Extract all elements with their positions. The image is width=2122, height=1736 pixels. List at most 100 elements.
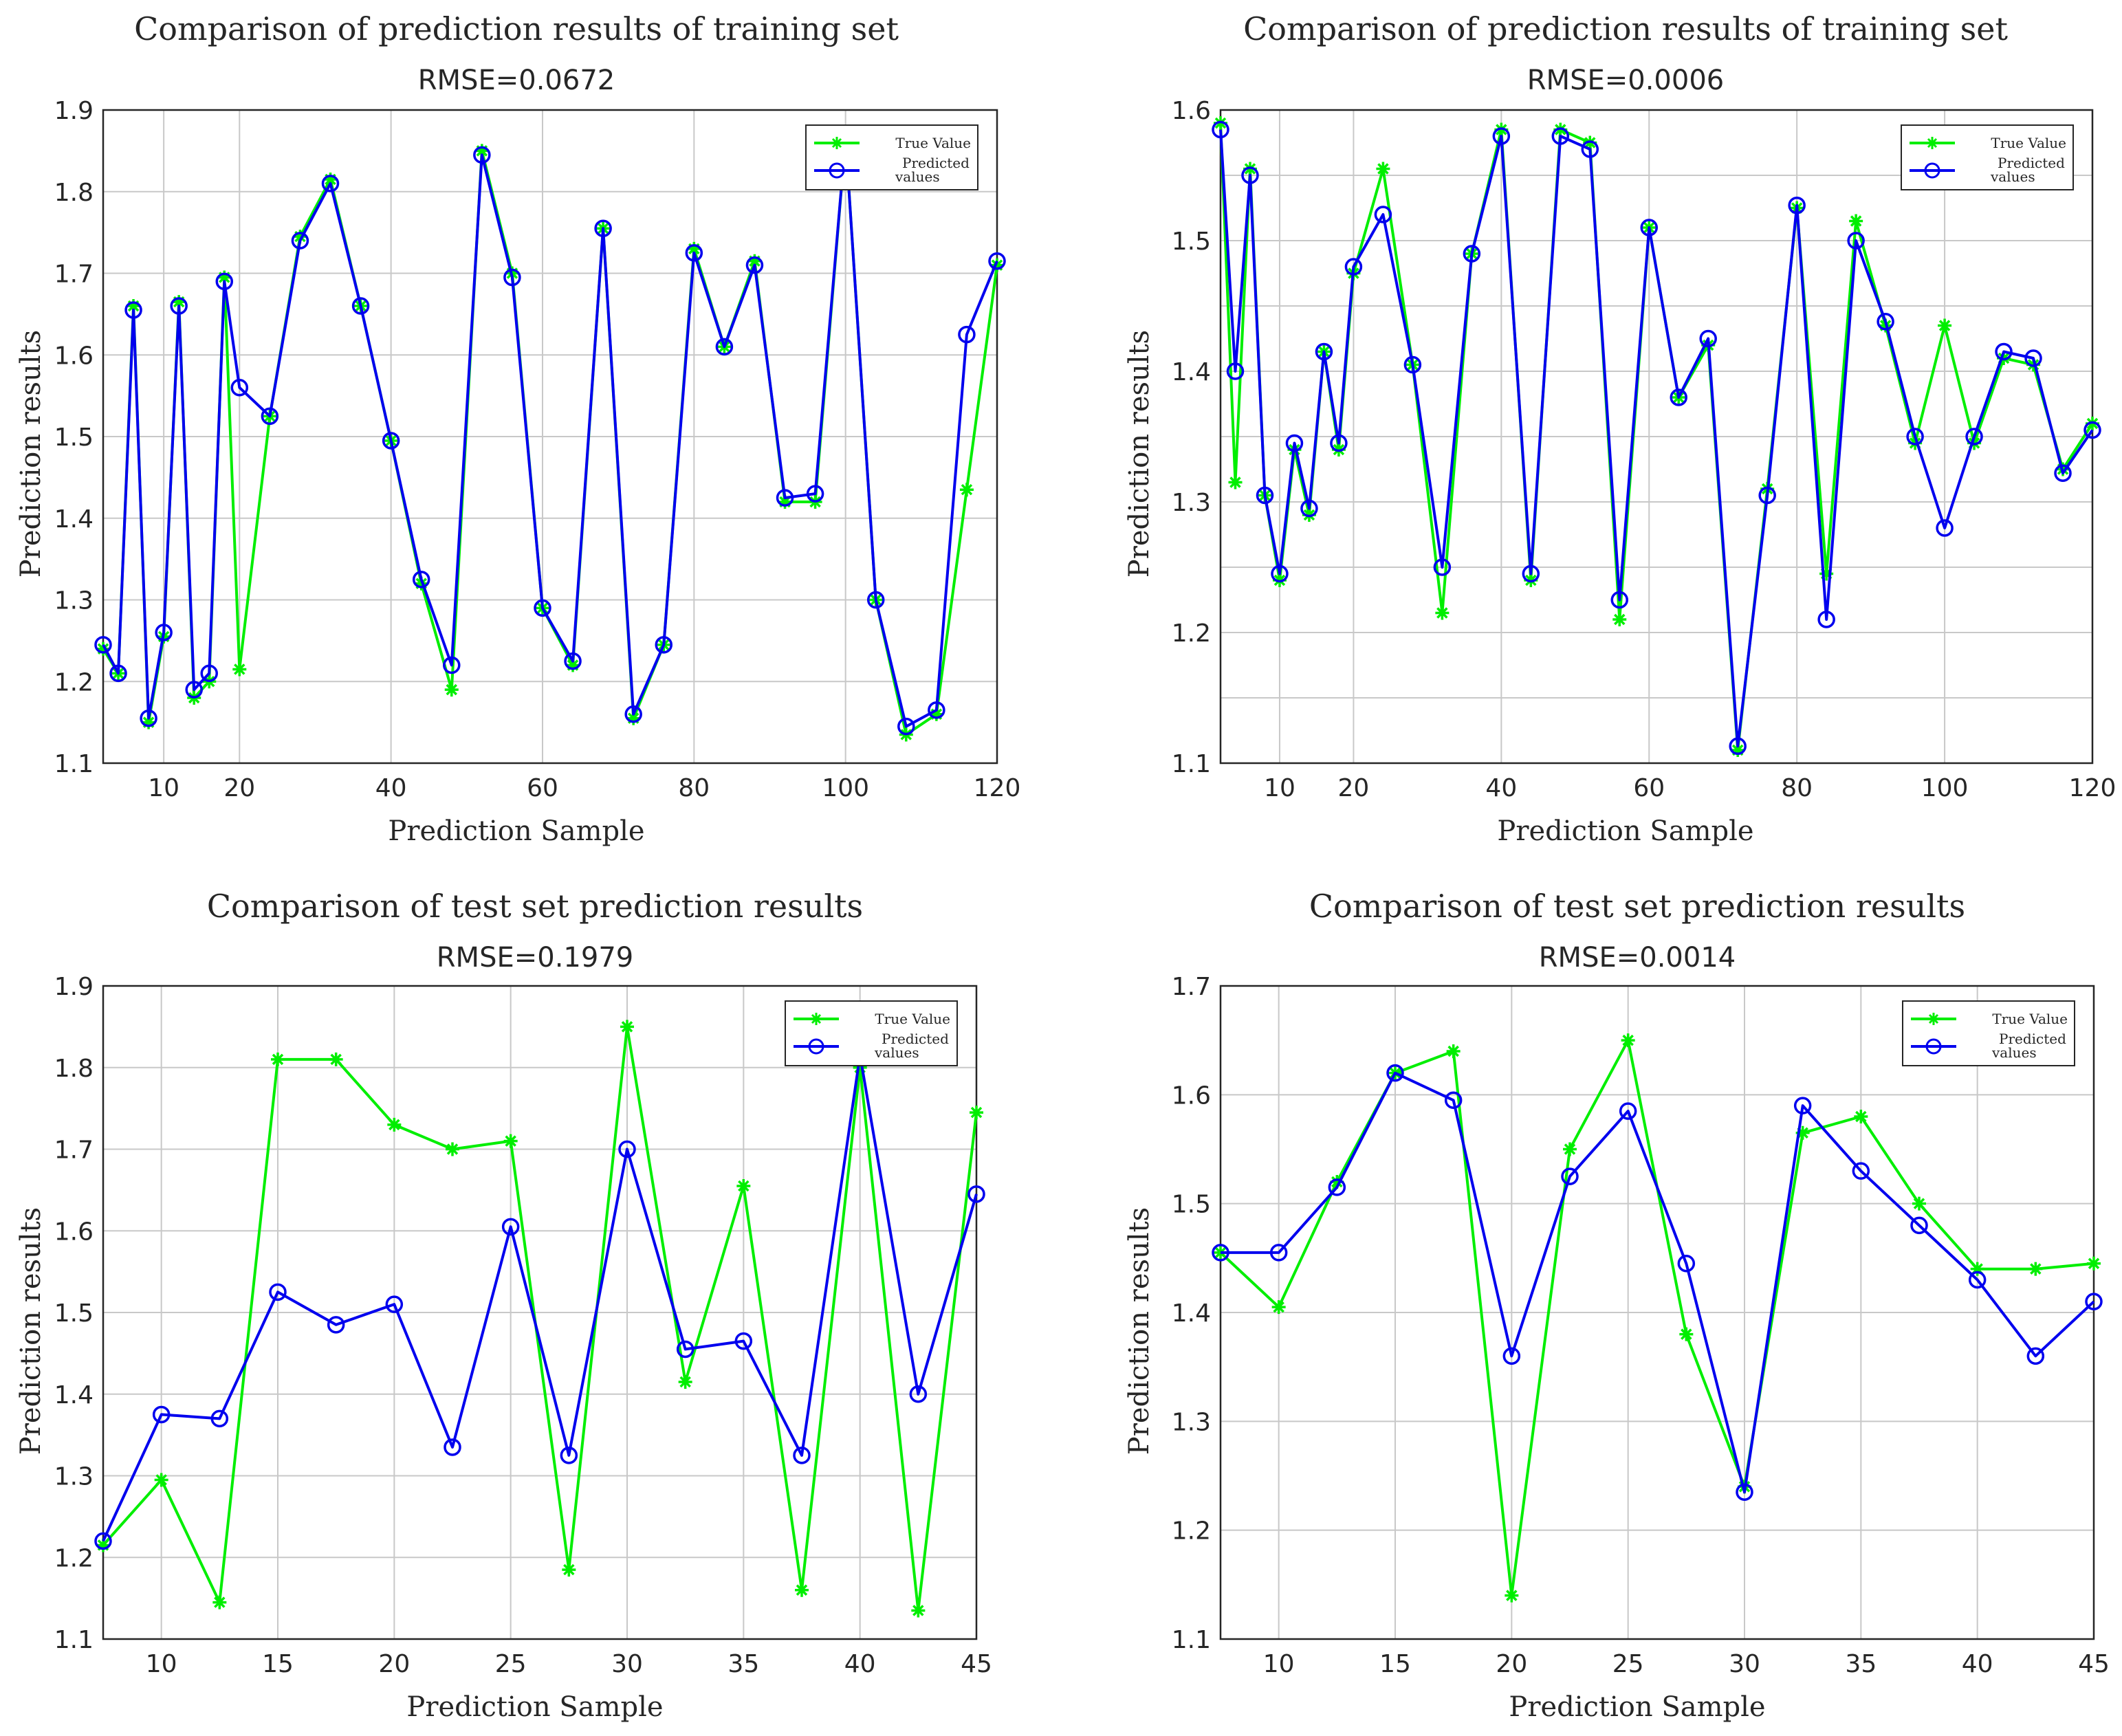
x-tick-label: 60 <box>527 774 558 802</box>
x-tick-label: 60 <box>1633 774 1665 802</box>
predicted-values-point <box>793 1447 811 1464</box>
y-tick-label: 1.5 <box>1172 228 1211 256</box>
true-value-point <box>1621 1033 1635 1048</box>
true-value-point <box>1435 606 1450 620</box>
predicted-values-point <box>94 636 112 654</box>
predicted-values-point <box>321 175 340 193</box>
y-tick-label: 1.1 <box>1172 750 1211 778</box>
legend-true-label: True Value <box>895 135 971 151</box>
predicted-values-point <box>351 297 370 315</box>
true-value-point <box>1446 1044 1461 1058</box>
true-value-point <box>1228 475 1243 490</box>
predicted-values-point <box>1212 120 1229 139</box>
true-value-point <box>2028 1262 2043 1276</box>
chart-panel-test-a: Comparison of test set prediction result… <box>15 888 992 1723</box>
true-value-line <box>102 1025 978 1612</box>
x-tick-label: 15 <box>1379 1650 1411 1678</box>
predicted-values-point <box>1328 1178 1346 1196</box>
legend: True Value Predicted values <box>805 124 978 190</box>
chart-rmse: RMSE=0.0014 <box>1539 942 1736 974</box>
x-tick-label: 30 <box>1729 1650 1760 1678</box>
true-value-point <box>1854 1110 1868 1123</box>
predicted-values-point <box>1256 486 1274 505</box>
plot-area: 10 20 40 60 80 100 120 1.1 1.2 1.3 1.4 1.5 1.6 True V… <box>1172 97 2116 802</box>
x-tick-label: 80 <box>678 774 710 802</box>
legend: True Value Predicted values <box>1902 1000 2075 1066</box>
predicted-values-point <box>564 652 582 670</box>
true-value-point <box>323 172 338 186</box>
true-value-point <box>232 662 247 677</box>
true-value-point <box>687 241 701 256</box>
y-tick-label: 1.2 <box>54 668 94 696</box>
predicted-values-point <box>958 325 976 344</box>
true-value-point <box>1819 567 1834 581</box>
predicted-values-point <box>1677 1255 1696 1273</box>
true-value-point <box>1679 1327 1694 1341</box>
true-value-point <box>1271 1300 1286 1315</box>
predicted-values-point <box>715 338 734 356</box>
y-tick-label: 1.1 <box>54 1626 94 1654</box>
predicted-values-point <box>1241 166 1259 184</box>
predicted-values-point <box>776 489 794 507</box>
predicted-values-point <box>501 1218 520 1236</box>
predicted-values-point <box>806 485 824 503</box>
predicted-values-point <box>560 1447 578 1464</box>
true-value-point <box>1330 1175 1344 1189</box>
x-tick-label: 45 <box>2078 1650 2110 1678</box>
predicted-values-point <box>1492 127 1511 145</box>
predicted-values-point <box>1619 1102 1637 1120</box>
predicted-values-point <box>412 571 430 589</box>
predicted-values-point <box>1581 140 1599 158</box>
predicted-values-point <box>1386 1064 1404 1082</box>
x-tick-label: 25 <box>495 1650 527 1678</box>
predicted-values-point <box>1788 196 1806 215</box>
predicted-values-point <box>230 379 249 397</box>
x-tick-label: 100 <box>822 774 869 802</box>
predicted-values-point <box>1906 428 1924 446</box>
x-tick-label: 15 <box>262 1650 294 1678</box>
y-axis-label: Prediction results <box>1124 330 1155 578</box>
y-tick-label: 1.3 <box>54 1463 94 1491</box>
predicted-values-point <box>1852 1162 1870 1180</box>
predicted-values-point <box>2026 1347 2045 1365</box>
predicted-values-point <box>327 1316 345 1334</box>
true-value-point <box>990 258 1004 272</box>
legend-pred-marker <box>1924 162 1940 179</box>
x-tick-label: 20 <box>1496 1650 1527 1678</box>
predicted-values-point <box>734 1332 753 1350</box>
y-tick-label: 1.9 <box>54 97 94 125</box>
x-axis-label: Prediction Sample <box>388 815 644 847</box>
true-value-point <box>217 270 232 285</box>
true-value-point <box>778 495 792 509</box>
x-tick-label: 40 <box>844 1650 876 1678</box>
predicted-values-point <box>2024 349 2042 367</box>
true-value-point <box>142 715 156 729</box>
predicted-values-point <box>140 709 157 727</box>
predicted-values-point <box>2083 421 2101 439</box>
y-tick-label: 1.2 <box>1172 619 1211 648</box>
predicted-values-point <box>1640 219 1659 237</box>
predicted-values-line <box>102 137 998 728</box>
predicted-values-point <box>1936 519 1954 537</box>
predicted-values-point <box>94 1532 112 1550</box>
predicted-values-point <box>1463 245 1481 263</box>
true-value-point <box>566 658 580 672</box>
predicted-values-point <box>503 268 521 287</box>
true-value-point <box>271 1052 285 1066</box>
legend-pred-label: Predicted values <box>874 1031 949 1061</box>
chart-rmse: RMSE=0.0672 <box>418 65 615 96</box>
plot-area: 10 20 40 60 80 100 120 1.1 1.2 1.3 1.4 1.5 1.6 1.7 1.8… <box>54 97 1021 802</box>
y-tick-label: 1.1 <box>1172 1626 1211 1654</box>
x-tick-label: 120 <box>2069 774 2116 802</box>
chart-panel-train-a: Comparison of prediction results of trai… <box>15 10 1020 847</box>
true-value-point <box>2087 1256 2101 1271</box>
predicted-values-point <box>1729 737 1747 756</box>
predicted-values-point <box>967 1185 985 1203</box>
predicted-values-point <box>1444 1091 1463 1109</box>
predicted-values-point <box>200 664 218 683</box>
x-tick-label: 30 <box>611 1650 643 1678</box>
predicted-values-point <box>1374 206 1392 223</box>
x-axis-label: Prediction Sample <box>406 1691 663 1723</box>
chart-title: Comparison of test set prediction result… <box>207 888 863 925</box>
true-value-point <box>474 144 489 158</box>
